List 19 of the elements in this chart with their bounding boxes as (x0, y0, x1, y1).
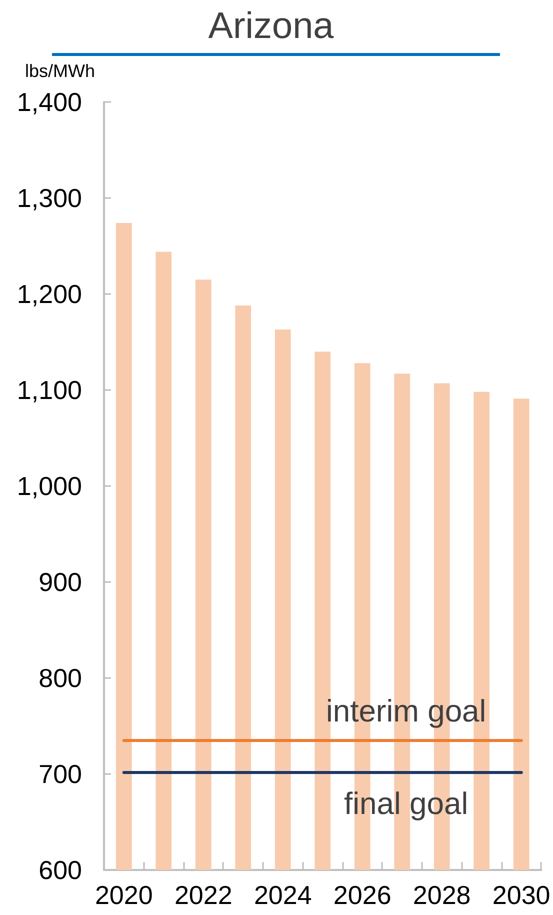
y-tick-label: 1,100 (16, 375, 82, 405)
y-tick-label: 700 (38, 759, 82, 789)
y-tick-label: 900 (38, 567, 82, 597)
y-tick-label: 1,300 (16, 183, 82, 213)
x-tick-label: 2030 (492, 880, 550, 910)
x-tick-label: 2020 (94, 880, 153, 910)
x-tick-label: 2028 (412, 880, 471, 910)
y-tick-label: 800 (38, 663, 82, 693)
y-tick-label: 600 (38, 855, 82, 885)
y-tick-label: 1,000 (16, 471, 82, 501)
chart-title: Arizona (208, 5, 334, 46)
x-tick-label: 2024 (254, 880, 312, 910)
ref-line-label: interim goal (326, 693, 486, 728)
y-tick-label: 1,400 (16, 87, 82, 117)
x-tick-label: 2022 (174, 880, 232, 910)
y-tick-label: 1,200 (16, 279, 82, 309)
x-tick-label: 2026 (333, 880, 392, 910)
ref-line-label: final goal (344, 786, 468, 822)
y-axis-title: lbs/MWh (24, 61, 95, 81)
